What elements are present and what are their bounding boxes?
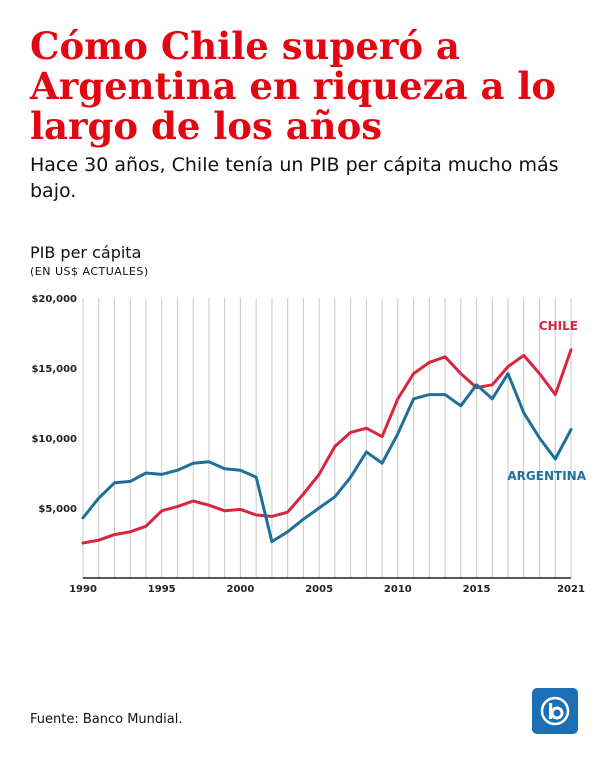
y-tick-label: $5,000 [38, 504, 77, 515]
chart-subtitle: Hace 30 años, Chile tenía un PIB per cáp… [30, 154, 559, 202]
y-tick-label: $15,000 [31, 364, 77, 375]
y-tick-label: $10,000 [31, 434, 77, 445]
y-tick-label: $20,000 [31, 294, 77, 305]
y-axis-unit: (EN US$ ACTUALES) [30, 265, 149, 278]
series-label-chile: CHILE [539, 319, 578, 333]
x-tick-label: 2010 [384, 584, 412, 595]
y-axis-title: PIB per cápita [30, 243, 142, 262]
series-label-argentina: ARGENTINA [507, 469, 586, 483]
x-tick-label: 1990 [69, 584, 97, 595]
chart-title: Cómo Chile superó a Argentina en riqueza… [30, 24, 557, 148]
source-note: Fuente: Banco Mundial. [30, 712, 183, 727]
x-tick-label: 2021 [557, 584, 585, 595]
x-tick-label: 2015 [463, 584, 491, 595]
x-tick-label: 2005 [305, 584, 333, 595]
x-tick-label: 1995 [148, 584, 176, 595]
series-line-chile [81, 348, 573, 545]
news-channel-logo-icon [532, 688, 578, 734]
series-line-argentina [81, 372, 573, 544]
x-tick-label: 2000 [226, 584, 254, 595]
line-chart: $5,000 $10,000 $15,000 $20,000 1990 1995 2000 2… [31, 294, 586, 595]
